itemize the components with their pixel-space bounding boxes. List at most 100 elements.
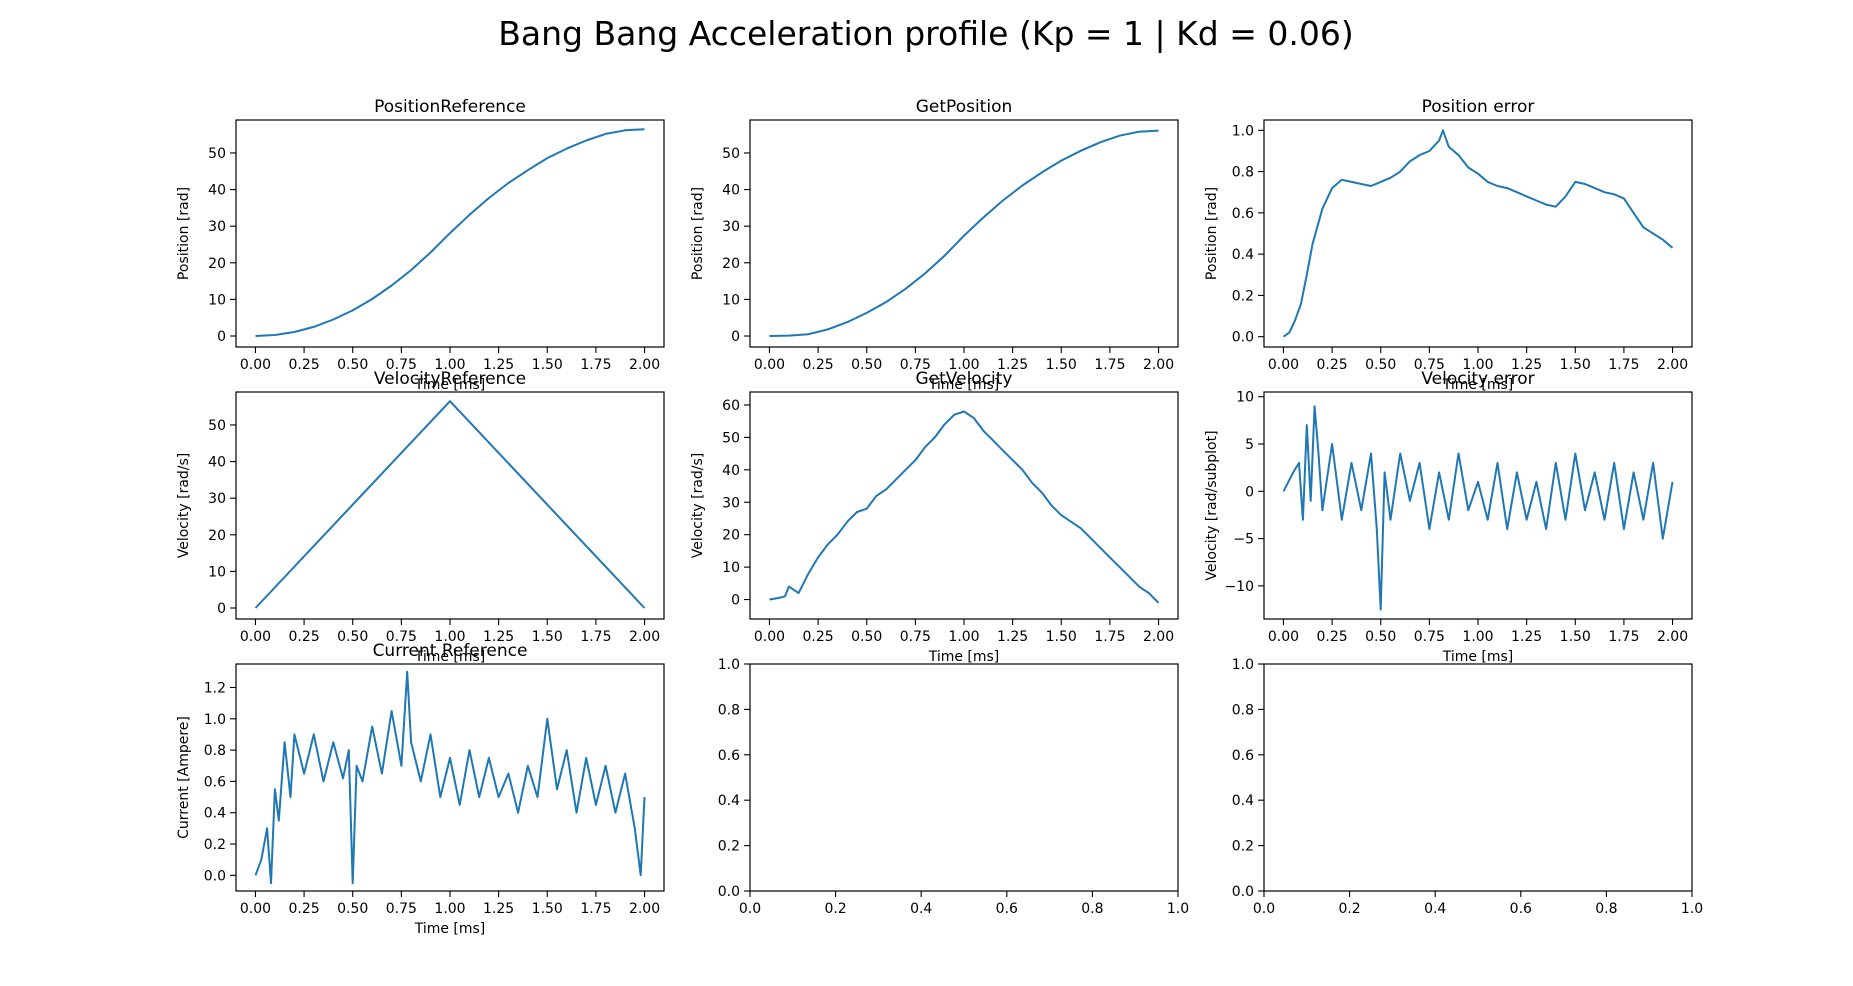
x-tick-label: 2.00 <box>629 629 660 645</box>
x-tick-label: 0.6 <box>1510 901 1532 917</box>
x-tick-label: 1.75 <box>580 901 611 917</box>
y-tick-label: 0.2 <box>1232 288 1254 304</box>
x-tick-label: 0.50 <box>851 357 882 373</box>
x-tick-label: 0.50 <box>337 357 368 373</box>
y-tick-label: 5 <box>1245 437 1254 453</box>
y-tick-label: 10 <box>208 564 226 580</box>
x-tick-label: 1.25 <box>483 901 514 917</box>
x-tick-label: 0.50 <box>851 629 882 645</box>
y-tick-label: 10 <box>722 292 740 308</box>
subplot-getvelocity: 0.00 0.25 0.50 0.75 1.00 1.25 1.50 1.75 2.00 0 10 2… <box>690 369 1179 665</box>
x-tick-label: 0.2 <box>824 901 846 917</box>
x-tick-label: 1.25 <box>997 357 1028 373</box>
x-tick-label: 1.50 <box>532 629 563 645</box>
x-tick-label: 1.00 <box>1462 357 1493 373</box>
y-tick-label: 0.6 <box>718 748 740 764</box>
y-tick-label: −5 <box>1233 532 1254 548</box>
x-tick-label: 1.25 <box>997 629 1028 645</box>
x-tick-label: 1.00 <box>434 629 465 645</box>
y-tick-label: 1.0 <box>204 712 226 728</box>
x-axis-label: Time [ms] <box>414 921 486 937</box>
x-tick-label: 0.75 <box>1414 629 1445 645</box>
x-tick-label: 0.75 <box>900 629 931 645</box>
subplot-title: GetPosition <box>916 97 1013 117</box>
x-tick-label: 1.75 <box>580 357 611 373</box>
x-tick-label: 1.75 <box>1094 357 1125 373</box>
y-axis-label: Position [rad] <box>176 187 192 280</box>
series-line-velocityreference <box>254 400 646 609</box>
x-tick-label: 0.50 <box>1365 357 1396 373</box>
y-tick-label: 30 <box>208 219 226 235</box>
axes-frame <box>235 663 665 892</box>
x-tick-label: 1.50 <box>1046 357 1077 373</box>
axes-frame <box>749 119 1179 348</box>
subplot-title: PositionReference <box>374 97 526 117</box>
x-tick-label: 0.00 <box>240 357 271 373</box>
y-tick-label: 40 <box>208 455 226 471</box>
y-tick-label: 1.0 <box>1232 657 1254 673</box>
x-tick-label: 2.00 <box>1657 629 1688 645</box>
x-tick-label: 0.8 <box>1595 901 1617 917</box>
x-tick-label: 0.0 <box>1253 901 1275 917</box>
x-tick-label: 1.00 <box>948 357 979 373</box>
x-tick-label: 1.00 <box>434 901 465 917</box>
y-axis-label: Velocity [rad/s] <box>690 453 706 559</box>
x-tick-label: 0.0 <box>739 901 761 917</box>
y-tick-label: 40 <box>722 463 740 479</box>
y-tick-label: −10 <box>1224 579 1254 595</box>
y-axis-label: Position [rad] <box>1204 187 1220 280</box>
x-tick-label: 2.00 <box>1143 357 1174 373</box>
series-line-current-reference <box>254 670 646 885</box>
y-tick-label: 0.2 <box>718 839 740 855</box>
y-tick-label: 0.0 <box>204 868 226 884</box>
subplot-position-error: 0.00 0.25 0.50 0.75 1.00 1.25 1.50 1.75 2.00 0.0 0… <box>1204 97 1693 393</box>
subplot-empty-8: 0.0 0.2 0.4 0.6 0.8 1.0 0.0 0.2 0.4 0.6 0.8 1.0 <box>1232 657 1703 917</box>
x-tick-label: 2.00 <box>629 357 660 373</box>
y-tick-label: 0.6 <box>204 774 226 790</box>
y-tick-label: 0.8 <box>1232 165 1254 181</box>
y-tick-label: 0 <box>217 601 226 617</box>
axes-frame <box>235 391 665 620</box>
x-axis-label: Time [ms] <box>414 649 486 665</box>
y-axis-label: Current [Ampere] <box>176 716 192 839</box>
y-axis-label: Position [rad] <box>690 187 706 280</box>
x-tick-label: 0.50 <box>1365 629 1396 645</box>
y-tick-label: 0 <box>731 593 740 609</box>
series-line-getvelocity <box>769 410 1160 604</box>
y-tick-label: 0.0 <box>1232 330 1254 346</box>
y-tick-label: 30 <box>722 219 740 235</box>
y-tick-label: 0.0 <box>718 884 740 900</box>
x-tick-label: 1.50 <box>1560 629 1591 645</box>
axes-frame <box>749 391 1179 620</box>
y-axis-label: Velocity [rad/s] <box>176 453 192 559</box>
y-tick-label: 30 <box>722 495 740 511</box>
x-tick-label: 0.4 <box>1424 901 1446 917</box>
y-tick-label: 40 <box>208 183 226 199</box>
y-tick-label: 20 <box>722 256 740 272</box>
figure-title: Bang Bang Acceleration profile (Kp = 1 |… <box>498 14 1353 53</box>
x-tick-label: 1.00 <box>948 629 979 645</box>
x-tick-label: 0.75 <box>386 357 417 373</box>
y-tick-label: 0.6 <box>1232 748 1254 764</box>
subplot-title: Velocity error <box>1421 369 1534 389</box>
x-tick-label: 0.4 <box>910 901 932 917</box>
y-tick-label: 0.8 <box>718 702 740 718</box>
x-tick-label: 1.75 <box>1608 629 1639 645</box>
y-tick-label: 1.0 <box>1232 123 1254 139</box>
y-tick-label: 1.2 <box>204 680 226 696</box>
x-tick-label: 0.00 <box>754 357 785 373</box>
x-tick-label: 1.50 <box>1560 357 1591 373</box>
subplot-title: GetVelocity <box>916 369 1013 389</box>
subplot-getposition: 0.00 0.25 0.50 0.75 1.00 1.25 1.50 1.75 2.00 0 10 2… <box>690 97 1179 393</box>
subplot-velocity-error: 0.00 0.25 0.50 0.75 1.00 1.25 1.50 1.75 2.00 −10 −… <box>1204 369 1693 665</box>
x-tick-label: 0.50 <box>337 901 368 917</box>
y-tick-label: 0.4 <box>718 793 740 809</box>
x-tick-label: 1.25 <box>1511 629 1542 645</box>
y-tick-label: 50 <box>722 430 740 446</box>
y-tick-label: 30 <box>208 491 226 507</box>
x-tick-label: 1.25 <box>483 357 514 373</box>
y-tick-label: 0.0 <box>1232 884 1254 900</box>
x-tick-label: 1.25 <box>1511 357 1542 373</box>
x-tick-label: 1.00 <box>434 357 465 373</box>
x-tick-label: 1.0 <box>1681 901 1703 917</box>
